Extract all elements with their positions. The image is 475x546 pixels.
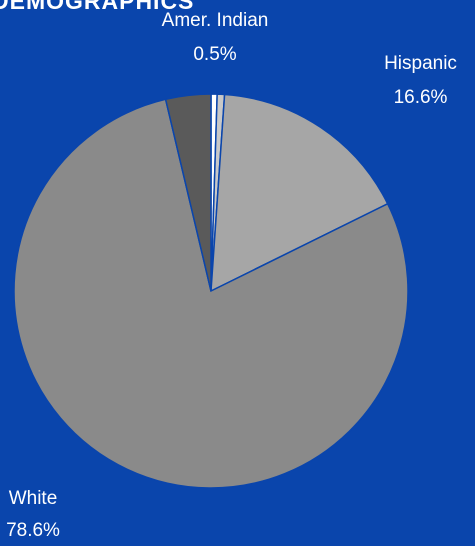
label-amer-indian-value: 0.5% [193,44,237,65]
label-amer-indian-name: Amer. Indian [161,10,269,31]
pie-slice-hispanic [210,93,389,293]
chart-title: DEMOGRAPHICS [0,0,195,14]
label-white-value: 78.6% [6,520,60,541]
label-white: White 78.6% [0,487,78,543]
pie-slice-other-4 [164,93,212,292]
label-hispanic-value: 16.6% [393,87,448,108]
label-hispanic-name: Hispanic [384,53,457,74]
label-hispanic: Hispanic 16.6% [368,52,473,110]
pie-slice-white [13,98,409,489]
label-white-name: White [8,488,58,509]
label-amer-indian: Amer. Indian 0.5% [140,9,290,67]
